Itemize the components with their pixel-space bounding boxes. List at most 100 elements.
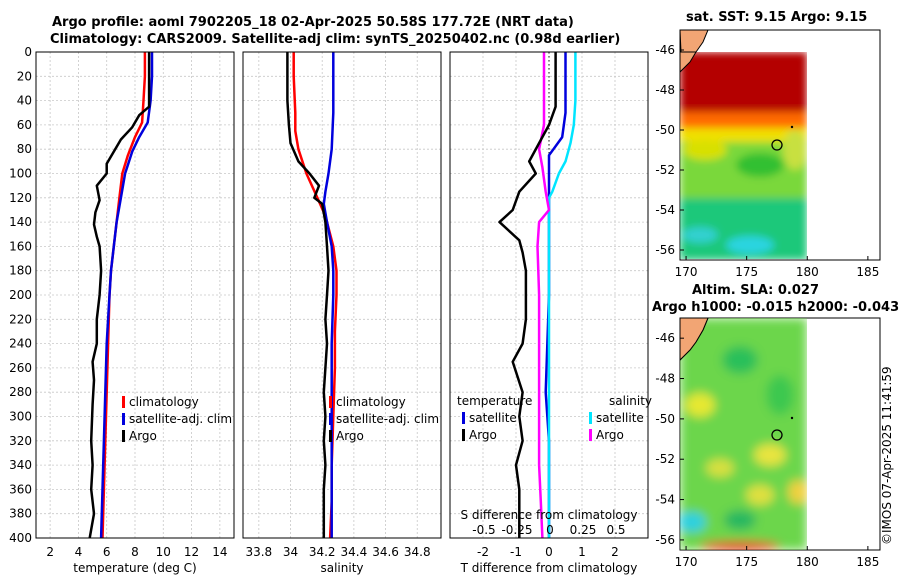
sla-cyan-patch	[680, 512, 706, 532]
temperature-series-satellite-adj-clim	[99, 52, 154, 539]
depth-tick-label: 120	[9, 191, 32, 205]
temperature-legend-item-0-swatch	[122, 396, 125, 408]
salinity-legend-item-1-label: satellite-adj. clim	[336, 412, 439, 426]
difference-panel: -2 -1 0 1 2 T difference from climatology	[449, 51, 649, 575]
temperature-xtick-label: 10	[156, 545, 171, 559]
sla-green-3	[724, 510, 756, 530]
sst-map-ytick-label: -46	[655, 43, 675, 57]
sla-orange-patch	[700, 541, 780, 550]
depth-tick-label: 60	[17, 118, 32, 132]
depth-tick-label: 360	[9, 482, 32, 496]
sst-map-ytick-label: -52	[655, 163, 675, 177]
salinity-legend-item-2-swatch	[329, 430, 332, 442]
difference-series-s-satellite	[547, 52, 577, 538]
depth-tick-label: 280	[9, 385, 32, 399]
depth-tick-label: 340	[9, 458, 32, 472]
difference-legend: temperature salinity satellite Argo satellit…	[457, 394, 652, 537]
sst-map-xtick-label: 170	[675, 265, 698, 279]
sla-dot	[790, 416, 794, 420]
salinity-series-argo	[286, 52, 330, 538]
salinity-legend: climatology satellite-adj. clim Argo	[329, 395, 439, 443]
depth-tick-label: 300	[9, 410, 32, 424]
sst-land-top	[679, 29, 709, 53]
sst-yellow-patch-2	[783, 130, 807, 170]
temperature-legend-item-1-label: satellite-adj. clim	[129, 412, 232, 426]
sst-map-ytick-label: -54	[655, 203, 675, 217]
sla-map-xtick-label: 185	[856, 555, 879, 569]
depth-tick-label: 160	[9, 239, 32, 253]
depth-tick-label: 100	[9, 167, 32, 181]
sst-cyan-patch-1	[682, 227, 718, 243]
temperature-frame	[35, 51, 235, 539]
temperature-legend-item-2-swatch	[122, 430, 125, 442]
sla-yellow-4	[746, 485, 774, 505]
salinity-xtick-label: 34.2	[309, 545, 336, 559]
salinity-xtick-label: 34.8	[404, 545, 431, 559]
depth-tick-label: 380	[9, 507, 32, 521]
temperature-legend-item-1-swatch	[122, 413, 125, 425]
sla-map-ytick-label: -54	[655, 493, 675, 507]
temperature-panel: 0 20 40 60 80 100 120 140 160 180 200 220 240 260 280 3…	[9, 45, 235, 575]
sla-map-xtick-label: 175	[735, 555, 758, 569]
sla-yellow-3	[706, 459, 734, 477]
new-zealand-coast	[680, 52, 697, 73]
sst-green-eddy	[736, 153, 784, 177]
temperature-series-argo	[88, 52, 151, 539]
difference-xtick-label: -2	[477, 545, 489, 559]
depth-tick-label: 20	[17, 69, 32, 83]
sst-map-ytick-label: -56	[655, 243, 675, 257]
sla-yellow-2	[754, 444, 786, 466]
difference-xtick-label: 2	[611, 545, 619, 559]
temperature-xtick-label: 8	[131, 545, 139, 559]
difference-xtick2-label: 0	[546, 523, 554, 537]
chart-title-line2: Climatology: CARS2009. Satellite-adj cli…	[50, 32, 621, 47]
salinity-legend-item-2-label: Argo	[336, 429, 364, 443]
difference-xtick2-label: 0.25	[570, 523, 597, 537]
difference-xtick-label: -1	[510, 545, 522, 559]
salinity-panel: 33.8 34 34.2 34.4 34.6 34.8 salinity	[242, 51, 442, 575]
sla-map-xtick-label: 170	[675, 555, 698, 569]
sst-map-ytick-label: -50	[655, 123, 675, 137]
legend-title-salinity: salinity	[609, 394, 652, 408]
depth-tick-label: 200	[9, 288, 32, 302]
diff-legend-t-satellite-swatch	[462, 412, 465, 424]
sst-yellow-patch	[683, 140, 727, 160]
difference-xlabel: T difference from climatology	[460, 561, 638, 575]
difference-xtick2-label: -0.25	[501, 523, 532, 537]
sst-dot	[790, 125, 794, 129]
sla-map-ytick-label: -48	[655, 372, 675, 386]
depth-tick-label: 140	[9, 215, 32, 229]
difference-xtick-label: 0	[545, 545, 553, 559]
salinity-legend-item-0-swatch	[329, 396, 332, 408]
depth-tick-label: 400	[9, 531, 32, 545]
difference-frame	[449, 51, 649, 539]
sla-map-ytick-label: -56	[655, 533, 675, 547]
sla-map-subtitle: Argo h1000: -0.015 h2000: -0.043	[652, 300, 900, 315]
sst-map-xtick-label: 185	[856, 265, 879, 279]
depth-tick-label: 80	[17, 142, 32, 156]
diff-legend-t-satellite-label: satellite	[469, 411, 517, 425]
sst-map-ytick-label: -48	[655, 83, 675, 97]
salinity-xlabel: salinity	[320, 561, 363, 575]
sst-map-title: sat. SST: 9.15 Argo: 9.15	[686, 10, 868, 25]
sst-cyan-patch-2	[726, 236, 774, 254]
salinity-xtick-label: 34.6	[372, 545, 399, 559]
diff-legend-s-satellite-label: satellite	[596, 411, 644, 425]
temperature-legend-item-0-label: climatology	[129, 395, 199, 409]
sla-green-2	[766, 375, 794, 415]
sst-argo-float-marker	[771, 139, 783, 151]
difference-xlabel2: S difference from climatology	[461, 508, 638, 522]
temperature-legend-item-2-label: Argo	[129, 429, 157, 443]
salinity-xtick-label: 34	[283, 545, 298, 559]
temperature-xtick-label: 12	[184, 545, 199, 559]
depth-tick-label: 320	[9, 434, 32, 448]
difference-xtick-label: 1	[578, 545, 586, 559]
difference-xtick2-label: -0.5	[472, 523, 495, 537]
depth-tick-label: 260	[9, 361, 32, 375]
salinity-legend-item-1-swatch	[329, 413, 332, 425]
diff-legend-s-argo-label: Argo	[596, 428, 624, 442]
difference-xtick2-label: 0.5	[606, 523, 625, 537]
sla-land-top	[679, 317, 709, 362]
diff-legend-s-satellite-swatch	[589, 412, 592, 424]
